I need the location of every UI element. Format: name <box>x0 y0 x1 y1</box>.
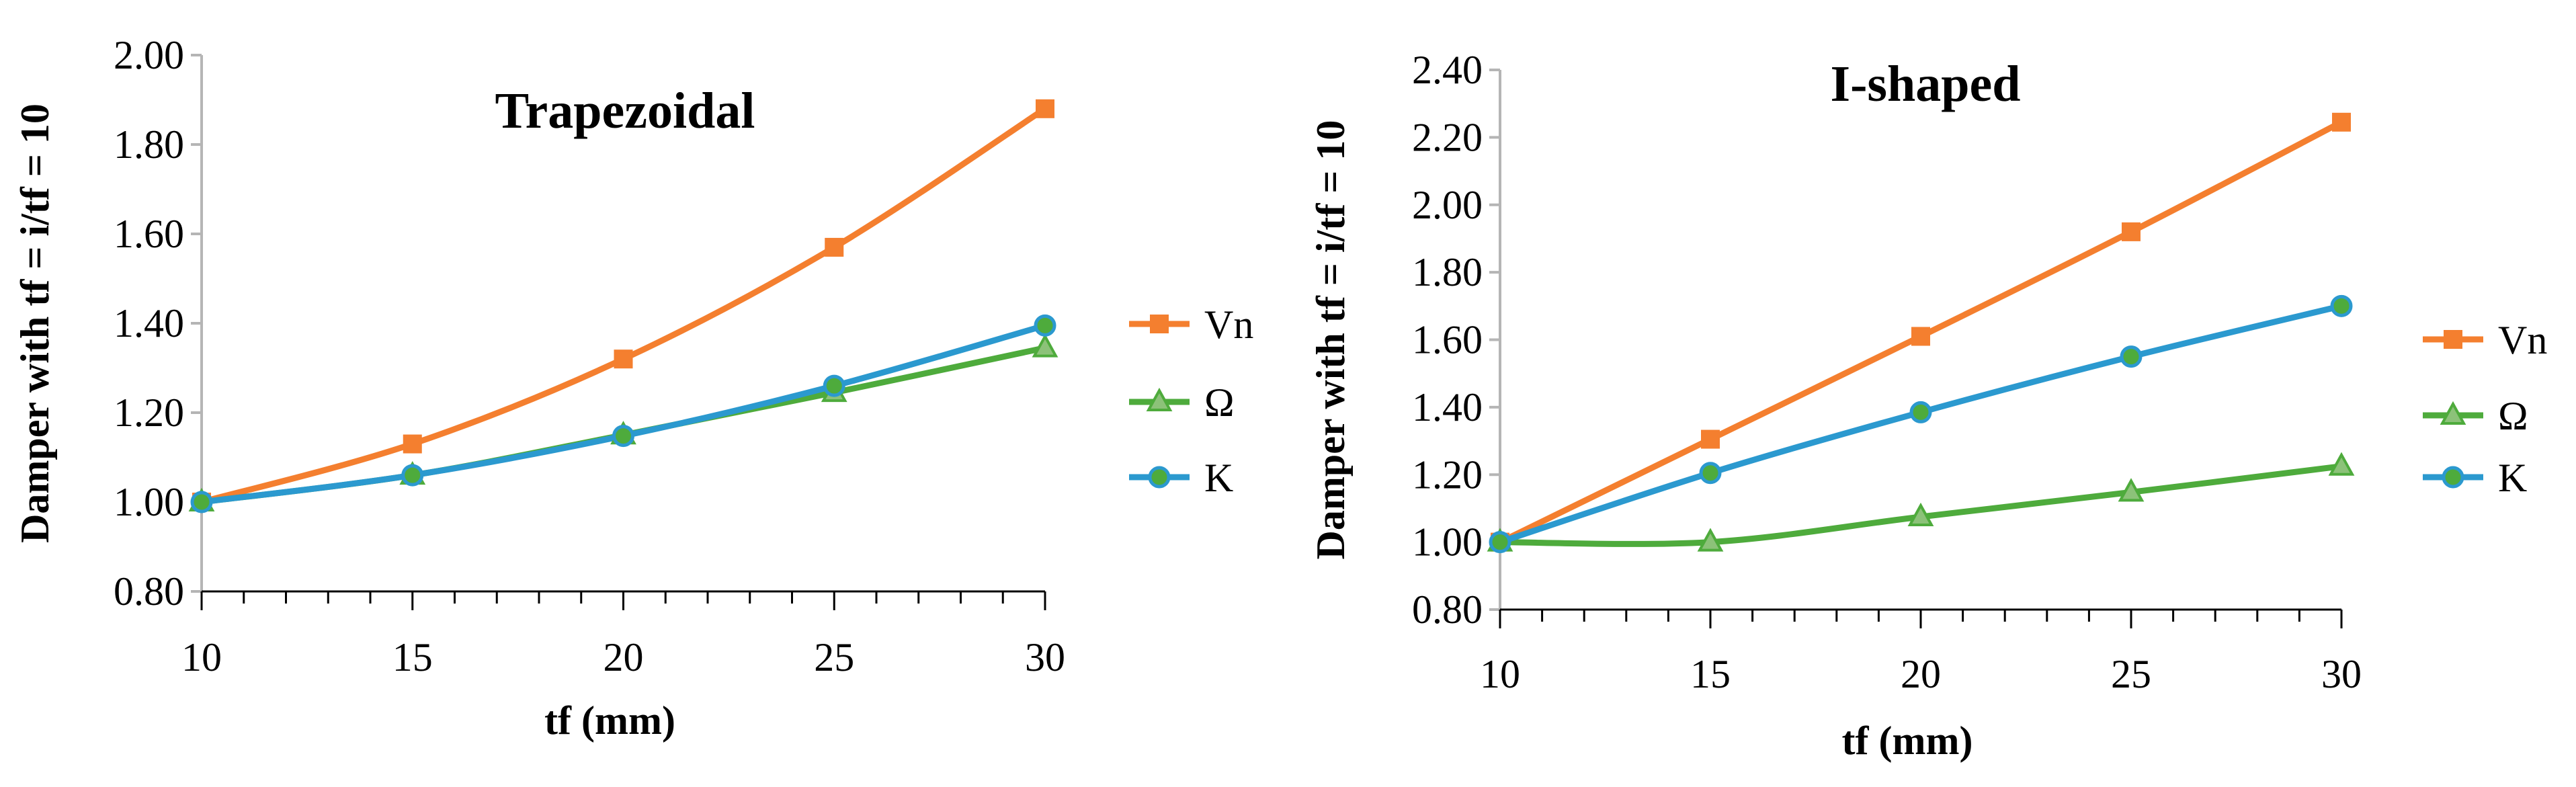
x-tick-label: 20 <box>604 635 644 679</box>
y-tick-label: 0.80 <box>1412 587 1483 632</box>
data-point <box>2118 478 2145 502</box>
legend-label: Ω <box>1204 380 1235 425</box>
x-tick-label: 30 <box>1025 635 1065 679</box>
y-tick-label: 1.40 <box>114 301 184 345</box>
data-point <box>1032 333 1058 358</box>
legend-marker <box>2440 401 2466 425</box>
data-point <box>1911 327 1930 346</box>
y-tick-label: 1.20 <box>114 390 184 435</box>
x-tick-label: 20 <box>1901 652 1941 696</box>
chart-title: Trapezoidal <box>495 83 755 139</box>
y-tick-label: 1.40 <box>1412 385 1483 429</box>
y-tick-label: 1.60 <box>114 212 184 256</box>
legend-label: Vn <box>2498 318 2547 362</box>
data-point <box>1489 531 1511 554</box>
y-tick-label: 1.20 <box>1412 452 1483 497</box>
x-tick-label: 25 <box>814 635 854 679</box>
y-tick-label: 1.00 <box>114 480 184 524</box>
x-tick-label: 25 <box>2111 652 2151 696</box>
data-point <box>614 349 633 369</box>
y-tick-label: 2.00 <box>114 33 184 77</box>
data-point <box>190 491 213 513</box>
legend-marker <box>1146 387 1173 411</box>
x-tick-label: 15 <box>1690 652 1731 696</box>
data-point <box>2330 294 2353 317</box>
x-tick-label: 10 <box>1480 652 1520 696</box>
data-point <box>2122 222 2141 241</box>
y-tick-label: 1.80 <box>114 122 184 167</box>
data-point <box>1701 429 1720 449</box>
data-point <box>403 434 422 454</box>
x-axis-title: tf (mm) <box>544 698 675 743</box>
chart-title: I-shaped <box>1831 56 2021 112</box>
y-tick-label: 2.40 <box>1412 48 1483 92</box>
y-tick-label: 2.00 <box>1412 183 1483 227</box>
data-point <box>825 237 844 257</box>
data-point <box>2332 112 2351 132</box>
legend-label: K <box>2498 456 2527 500</box>
chart-panel: 0.80 1.00 1.20 1.40 1.60 1.80 2.00 2.20 2.40 10 15… <box>1308 48 2547 763</box>
y-tick-label: 1.00 <box>1412 520 1483 565</box>
data-point <box>1036 99 1054 118</box>
y-axis-title: Damper with tf = i/tf = 10 <box>13 103 57 543</box>
legend-label: Ω <box>2498 394 2528 438</box>
y-axis-title: Damper with tf = i/tf = 10 <box>1308 120 1353 560</box>
legend-label: Vn <box>1204 302 1253 347</box>
y-tick-label: 1.80 <box>1412 250 1483 294</box>
legend-label: K <box>1204 456 1233 500</box>
data-point <box>1697 528 1724 552</box>
x-tick-label: 10 <box>181 635 222 679</box>
data-point <box>401 464 424 487</box>
data-point <box>2120 345 2143 368</box>
x-axis-title: tf (mm) <box>1842 718 1973 763</box>
legend-marker <box>2444 330 2462 349</box>
data-point <box>1907 502 1934 526</box>
data-point <box>612 425 634 448</box>
data-point <box>1909 401 1932 423</box>
x-tick-label: 15 <box>392 635 433 679</box>
legend-marker <box>1150 315 1169 333</box>
x-tick-label: 30 <box>2321 652 2362 696</box>
data-point <box>2328 452 2355 476</box>
data-point <box>823 374 845 397</box>
legend-marker <box>1148 466 1171 489</box>
data-point <box>1034 314 1056 337</box>
legend-marker <box>2442 466 2464 489</box>
y-tick-label: 1.60 <box>1412 318 1483 362</box>
y-tick-label: 0.80 <box>114 569 184 614</box>
y-tick-label: 2.20 <box>1412 115 1483 159</box>
chart-panel: 0.80 1.00 1.20 1.40 1.60 1.80 2.00 10 15 20 25 30 Tr… <box>13 33 1253 743</box>
data-point <box>1699 462 1722 485</box>
